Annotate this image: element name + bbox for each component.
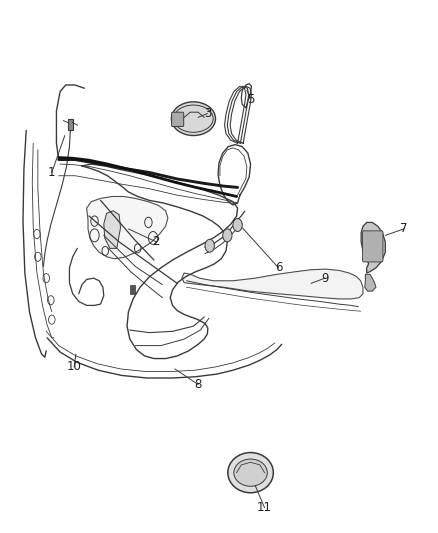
Text: 11: 11: [257, 501, 272, 514]
FancyBboxPatch shape: [363, 231, 383, 262]
FancyBboxPatch shape: [172, 112, 184, 126]
Ellipse shape: [228, 453, 273, 493]
Polygon shape: [104, 211, 120, 248]
Ellipse shape: [171, 102, 215, 135]
Text: 3: 3: [204, 107, 211, 120]
Ellipse shape: [234, 459, 267, 486]
Polygon shape: [68, 119, 73, 131]
Polygon shape: [87, 197, 168, 259]
Text: 7: 7: [400, 222, 408, 236]
Text: 10: 10: [67, 360, 81, 374]
Polygon shape: [365, 274, 376, 291]
Text: 9: 9: [321, 272, 328, 285]
Bar: [130, 285, 135, 294]
Polygon shape: [182, 269, 363, 299]
Text: 6: 6: [275, 261, 282, 274]
Text: 1: 1: [48, 166, 56, 179]
Text: 2: 2: [152, 236, 160, 248]
Text: 5: 5: [247, 93, 254, 107]
Circle shape: [223, 229, 232, 242]
Polygon shape: [361, 222, 385, 273]
Text: 8: 8: [194, 378, 202, 391]
Circle shape: [233, 219, 242, 231]
Circle shape: [205, 239, 214, 252]
